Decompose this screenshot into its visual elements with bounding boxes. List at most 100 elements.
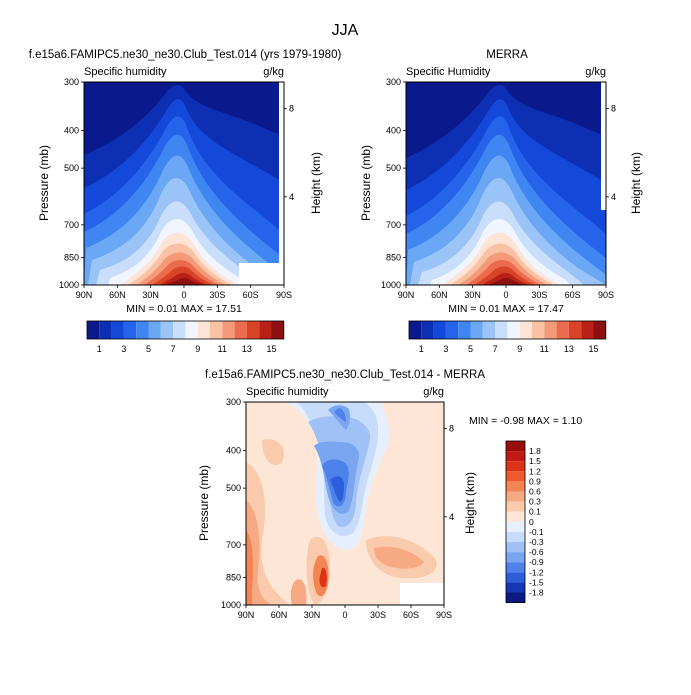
panel-title: f.e15a6.FAMIPC5.ne30_ne30.Club_Test.014 … (29, 49, 342, 61)
x-tick-label: 30S (209, 290, 225, 300)
y-axis-label: Pressure (mb) (37, 145, 51, 221)
y-tick-label: 850 (226, 573, 241, 583)
x-tick-label: 90S (276, 290, 292, 300)
units-label: g/kg (585, 66, 606, 78)
colorbar-label: -1.5 (529, 577, 544, 587)
x-tick-labels: 90N 60N 30N 0 30S 60S 90S (238, 605, 452, 620)
y-tick-label: 300 (64, 77, 79, 87)
colorbar-label: 13 (242, 344, 252, 354)
colorbar-segment (544, 321, 557, 339)
y-tick-label: 500 (226, 483, 241, 493)
stats-label: MIN = 0.01 MAX = 17.51 (126, 303, 242, 315)
y-tick-labels: 300 400 500 700 850 1000 (59, 77, 84, 290)
x-tick-labels: 90N 60N 30N 0 30S 60S 90S (76, 285, 292, 300)
y2-axis-label: Height (km) (463, 472, 477, 534)
colorbar-segment (506, 461, 525, 472)
colorbar-segment (123, 321, 137, 339)
colorbar-label: 0.1 (529, 507, 541, 517)
colorbar-label: 1.5 (529, 456, 541, 466)
colorbar-frame (408, 320, 607, 340)
colorbar-label: 5 (146, 344, 151, 354)
colorbar-segment (271, 321, 284, 339)
colorbar-segment (421, 321, 434, 339)
y-tick-label: 1000 (381, 280, 401, 290)
colorbar-frame (505, 440, 526, 604)
colorbar-label: -0.3 (529, 537, 544, 547)
field-label: Specific humidity (84, 66, 167, 78)
colorbar-segment (246, 321, 260, 339)
units-label: g/kg (423, 386, 444, 398)
y2-tick-labels: 84 (444, 424, 454, 522)
colorbar-label: 11 (218, 344, 227, 354)
colorbar-segment (556, 321, 569, 339)
colorbar: 1.8 1.5 1.2 0.9 0.6 0.3 0.1 0 -0.1 -0.3 … (505, 440, 544, 604)
mask-top-right (601, 82, 606, 210)
y-axis-label: Pressure (mb) (359, 145, 373, 221)
colorbar-segment (433, 321, 446, 339)
x-tick-label: 0 (342, 610, 347, 620)
colorbar-label: 1.2 (529, 466, 541, 476)
colorbar-segment (568, 321, 582, 339)
colorbar-label: -1.2 (529, 567, 544, 577)
colorbar-segment (148, 321, 161, 339)
colorbar-segment (506, 582, 525, 593)
x-tick-label: 90N (398, 290, 415, 300)
x-tick-label: 90N (238, 610, 255, 620)
colorbar-segment (506, 451, 525, 462)
x-tick-label: 60S (403, 610, 419, 620)
y2-tick-labels: 84 (606, 104, 616, 202)
y2-axis-label: Height (km) (629, 152, 643, 214)
colorbar-segment (173, 321, 186, 339)
x-tick-label: 60N (271, 610, 288, 620)
colorbar-label: 0.6 (529, 487, 541, 497)
colorbar-segment (409, 321, 422, 339)
colorbar-label: 1 (419, 344, 424, 354)
colorbar-segment (506, 511, 525, 522)
contour-field (406, 82, 606, 285)
colorbar-segment (222, 321, 235, 339)
mask-region (239, 263, 283, 285)
colorbar-label: -0.6 (529, 547, 544, 557)
y-tick-label: 700 (226, 540, 241, 550)
colorbar-segment (519, 321, 532, 339)
y2-tick-label: 8 (449, 424, 454, 434)
y2-tick-labels: 84 (284, 104, 294, 202)
y-tick-label: 400 (64, 126, 79, 136)
x-tick-label: 30S (531, 290, 547, 300)
y2-tick-label: 4 (289, 192, 294, 202)
colorbar-label: 3 (443, 344, 448, 354)
colorbar-segment (506, 471, 525, 482)
colorbar-label: 7 (171, 344, 176, 354)
y-tick-label: 300 (226, 397, 241, 407)
colorbar-segment (111, 321, 124, 339)
x-tick-label: 60N (431, 290, 448, 300)
y-tick-label: 300 (386, 77, 401, 87)
x-tick-label: 30N (304, 610, 321, 620)
panel-title: f.e15a6.FAMIPC5.ne30_ne30.Club_Test.014 … (205, 369, 485, 381)
colorbar-label: -0.9 (529, 557, 544, 567)
colorbar-segment (506, 441, 525, 452)
colorbar-label: -1.8 (529, 588, 544, 598)
colorbar-segment (445, 321, 459, 339)
colorbar-label: 11 (540, 344, 549, 354)
stats-label: MIN = 0.01 MAX = 17.47 (448, 303, 564, 315)
colorbar-segment (136, 321, 149, 339)
colorbar-label: 0.3 (529, 497, 541, 507)
colorbar-segment (506, 531, 525, 542)
y2-tick-label: 8 (289, 104, 294, 114)
x-tick-label: 90S (598, 290, 614, 300)
panel-merra: MERRA Specific Humidity g/kg Pressure (m… (359, 49, 643, 354)
colorbar-segment (482, 321, 496, 339)
colorbar-segment (506, 481, 525, 492)
y2-axis-label: Height (km) (309, 152, 323, 214)
colorbar-label: 15 (588, 344, 598, 354)
colorbar-segment (506, 572, 525, 583)
colorbar-segment (197, 321, 210, 339)
colorbar-segment (210, 321, 223, 339)
field-label: Specific Humidity (406, 66, 491, 78)
y-tick-labels: 300 400 500 700 850 1000 (221, 397, 246, 610)
colorbar-segment (234, 321, 247, 339)
x-tick-label: 30S (370, 610, 386, 620)
y-axis-label: Pressure (mb) (197, 465, 211, 541)
